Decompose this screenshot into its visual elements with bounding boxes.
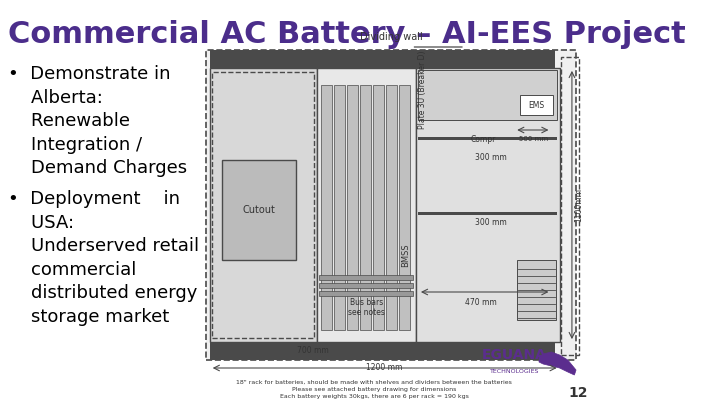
Bar [373, 85, 384, 330]
FancyBboxPatch shape [206, 50, 576, 360]
Bar [210, 50, 555, 68]
Text: •  Demonstrate in
    Alberta:
    Renewable
    Integration /
    Demand Charge: • Demonstrate in Alberta: Renewable Inte… [8, 65, 187, 177]
Text: 470 mm: 470 mm [464, 298, 497, 307]
Text: BMSS: BMSS [401, 243, 410, 267]
Text: Dividing wall: Dividing wall [359, 32, 422, 42]
Bar [347, 85, 358, 330]
Text: 700 mm: 700 mm [297, 346, 328, 355]
Text: 12: 12 [569, 386, 588, 400]
Bar [319, 291, 413, 296]
Text: TECHNOLOGIES: TECHNOLOGIES [490, 369, 539, 374]
Text: Compr: Compr [470, 136, 496, 145]
Bar [319, 275, 413, 280]
Bar [334, 85, 345, 330]
Text: Cutout: Cutout [243, 205, 276, 215]
Text: Bus bars
see notes: Bus bars see notes [348, 298, 384, 318]
Bar [317, 68, 415, 342]
Bar [418, 70, 557, 120]
Text: 300 mm: 300 mm [475, 153, 507, 162]
Bar [210, 342, 555, 360]
Text: Plate 3U (Breaker D): Plate 3U (Breaker D) [418, 51, 427, 129]
Bar [386, 85, 397, 330]
Text: Commercial AC Battery – AI-EES Project: Commercial AC Battery – AI-EES Project [8, 20, 686, 49]
Text: •  Deployment    in
    USA:
    Underserved retail
    commercial
    distribut: • Deployment in USA: Underserved retail … [8, 190, 199, 326]
Bar [210, 68, 317, 342]
Text: 18" rack for batteries, should be made with shelves and dividers between the bat: 18" rack for batteries, should be made w… [236, 380, 513, 399]
Bar [321, 85, 332, 330]
Text: 500 mm: 500 mm [518, 136, 548, 142]
Bar [399, 85, 410, 330]
Polygon shape [539, 352, 576, 375]
Text: EMS: EMS [528, 100, 544, 109]
Bar [360, 85, 371, 330]
Bar [418, 212, 557, 215]
Text: 1100mm: 1100mm [575, 188, 583, 222]
Bar [319, 283, 413, 288]
Text: EGUANA: EGUANA [482, 348, 546, 362]
Text: 300 mm: 300 mm [475, 218, 507, 227]
Bar [415, 68, 559, 342]
Bar [418, 137, 557, 140]
Bar [517, 260, 557, 320]
Bar [520, 95, 553, 115]
Text: 1200 mm: 1200 mm [366, 363, 402, 372]
Bar [222, 160, 296, 260]
